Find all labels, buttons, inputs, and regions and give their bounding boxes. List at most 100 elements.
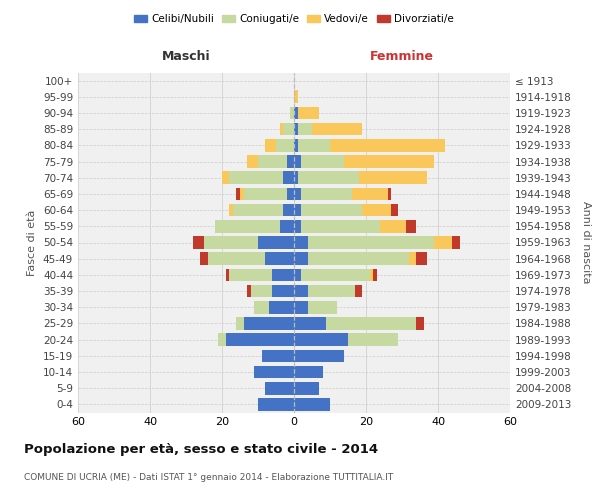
- Bar: [265, 382, 294, 394]
- Bar: [391, 204, 398, 216]
- Bar: [229, 268, 272, 281]
- Y-axis label: Anni di nascita: Anni di nascita: [581, 201, 591, 283]
- Bar: [330, 139, 445, 151]
- Bar: [226, 268, 229, 281]
- Bar: [434, 236, 452, 249]
- Bar: [229, 204, 233, 216]
- Bar: [265, 139, 276, 151]
- Bar: [258, 155, 287, 168]
- Bar: [287, 188, 294, 200]
- Bar: [226, 334, 294, 346]
- Bar: [298, 123, 312, 136]
- Bar: [301, 188, 352, 200]
- Text: Popolazione per età, sesso e stato civile - 2014: Popolazione per età, sesso e stato civil…: [24, 442, 378, 456]
- Bar: [416, 252, 427, 265]
- Bar: [308, 236, 434, 249]
- Bar: [229, 172, 283, 184]
- Text: Femmine: Femmine: [370, 50, 434, 63]
- Bar: [244, 188, 287, 200]
- Bar: [287, 155, 294, 168]
- Bar: [294, 382, 319, 394]
- Bar: [236, 188, 240, 200]
- Bar: [240, 188, 244, 200]
- Bar: [352, 188, 388, 200]
- Bar: [247, 155, 258, 168]
- Bar: [294, 139, 298, 151]
- Bar: [262, 350, 294, 362]
- Bar: [370, 268, 373, 281]
- Y-axis label: Fasce di età: Fasce di età: [28, 210, 37, 276]
- Bar: [298, 139, 330, 151]
- Bar: [294, 106, 298, 120]
- Bar: [269, 301, 294, 314]
- Bar: [272, 285, 294, 298]
- Bar: [283, 172, 294, 184]
- Legend: Celibi/Nubili, Coniugati/e, Vedovi/e, Divorziati/e: Celibi/Nubili, Coniugati/e, Vedovi/e, Di…: [130, 10, 458, 28]
- Bar: [416, 317, 424, 330]
- Bar: [308, 252, 409, 265]
- Bar: [380, 220, 406, 232]
- Bar: [254, 301, 269, 314]
- Bar: [294, 155, 301, 168]
- Bar: [283, 204, 294, 216]
- Bar: [244, 317, 294, 330]
- Bar: [265, 252, 294, 265]
- Bar: [215, 220, 280, 232]
- Bar: [362, 204, 391, 216]
- Bar: [409, 252, 416, 265]
- Bar: [294, 350, 344, 362]
- Bar: [294, 252, 308, 265]
- Bar: [233, 204, 283, 216]
- Bar: [272, 268, 294, 281]
- Bar: [193, 236, 204, 249]
- Bar: [301, 155, 344, 168]
- Bar: [294, 188, 301, 200]
- Bar: [236, 317, 244, 330]
- Bar: [247, 285, 251, 298]
- Text: COMUNE DI UCRIA (ME) - Dati ISTAT 1° gennaio 2014 - Elaborazione TUTTITALIA.IT: COMUNE DI UCRIA (ME) - Dati ISTAT 1° gen…: [24, 472, 393, 482]
- Bar: [452, 236, 460, 249]
- Bar: [280, 220, 294, 232]
- Bar: [283, 123, 294, 136]
- Bar: [308, 301, 337, 314]
- Bar: [406, 220, 416, 232]
- Bar: [326, 317, 416, 330]
- Bar: [208, 252, 265, 265]
- Bar: [301, 204, 362, 216]
- Bar: [294, 398, 330, 410]
- Bar: [312, 123, 362, 136]
- Bar: [348, 334, 398, 346]
- Bar: [373, 268, 377, 281]
- Bar: [294, 123, 298, 136]
- Bar: [294, 334, 348, 346]
- Bar: [294, 285, 308, 298]
- Bar: [298, 172, 359, 184]
- Bar: [251, 285, 272, 298]
- Bar: [294, 236, 308, 249]
- Bar: [258, 398, 294, 410]
- Bar: [218, 334, 226, 346]
- Bar: [308, 285, 355, 298]
- Bar: [294, 301, 308, 314]
- Bar: [258, 236, 294, 249]
- Bar: [280, 123, 283, 136]
- Bar: [200, 252, 208, 265]
- Bar: [298, 106, 319, 120]
- Bar: [276, 139, 294, 151]
- Bar: [388, 188, 391, 200]
- Bar: [355, 285, 362, 298]
- Bar: [294, 220, 301, 232]
- Bar: [359, 172, 427, 184]
- Bar: [301, 268, 370, 281]
- Bar: [254, 366, 294, 378]
- Bar: [294, 317, 326, 330]
- Bar: [344, 155, 434, 168]
- Text: Maschi: Maschi: [161, 50, 211, 63]
- Bar: [294, 172, 298, 184]
- Bar: [294, 204, 301, 216]
- Bar: [301, 220, 380, 232]
- Bar: [294, 90, 298, 103]
- Bar: [294, 366, 323, 378]
- Bar: [294, 268, 301, 281]
- Bar: [204, 236, 258, 249]
